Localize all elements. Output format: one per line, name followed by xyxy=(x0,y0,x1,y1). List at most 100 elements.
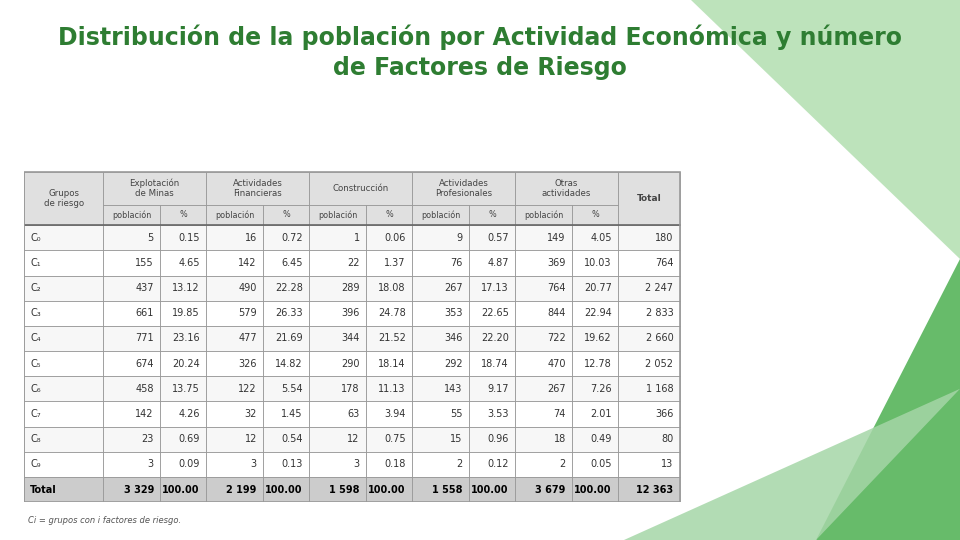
Bar xyxy=(24,452,680,477)
Bar xyxy=(206,275,263,301)
Text: 3 329: 3 329 xyxy=(124,484,154,495)
Text: Total: Total xyxy=(636,194,661,203)
Text: 3.53: 3.53 xyxy=(488,409,509,419)
Bar xyxy=(309,301,366,326)
Bar xyxy=(263,275,309,301)
Bar xyxy=(515,205,572,225)
Bar xyxy=(412,376,469,401)
Bar xyxy=(412,477,469,502)
Text: 6.45: 6.45 xyxy=(281,258,302,268)
Bar xyxy=(412,452,469,477)
Bar xyxy=(366,477,412,502)
Bar xyxy=(104,326,160,351)
Bar xyxy=(309,225,366,251)
Bar xyxy=(515,452,572,477)
Bar xyxy=(104,172,206,205)
Bar xyxy=(24,351,680,376)
Text: C₂: C₂ xyxy=(31,283,41,293)
Bar xyxy=(104,251,160,275)
Text: 18.14: 18.14 xyxy=(378,359,406,369)
Text: 470: 470 xyxy=(547,359,565,369)
Text: Construcción: Construcción xyxy=(332,184,389,193)
Text: 143: 143 xyxy=(444,384,463,394)
Bar xyxy=(515,172,618,205)
Text: Actividades
Profesionales: Actividades Profesionales xyxy=(435,179,492,198)
Bar xyxy=(309,205,366,225)
Bar xyxy=(618,251,680,275)
Text: 76: 76 xyxy=(450,258,463,268)
Text: C₈: C₈ xyxy=(31,434,41,444)
Text: 12: 12 xyxy=(348,434,360,444)
Bar xyxy=(206,401,263,427)
Text: Distribución de la población por Actividad Económica y número
de Factores de Rie: Distribución de la población por Activid… xyxy=(58,24,902,79)
Text: 22.65: 22.65 xyxy=(481,308,509,318)
Text: 0.57: 0.57 xyxy=(487,233,509,243)
Text: 24.78: 24.78 xyxy=(378,308,406,318)
Bar xyxy=(572,376,618,401)
Bar xyxy=(24,225,104,251)
Bar xyxy=(572,225,618,251)
Bar xyxy=(160,477,206,502)
Text: 18.08: 18.08 xyxy=(378,283,406,293)
Text: 12.78: 12.78 xyxy=(584,359,612,369)
Bar xyxy=(515,301,572,326)
Text: 100.00: 100.00 xyxy=(265,484,302,495)
Text: 0.18: 0.18 xyxy=(384,460,406,469)
Bar xyxy=(515,326,572,351)
Bar xyxy=(572,326,618,351)
Text: 32: 32 xyxy=(245,409,257,419)
Bar xyxy=(309,172,412,205)
Text: 2 199: 2 199 xyxy=(227,484,257,495)
Bar xyxy=(366,301,412,326)
Bar xyxy=(618,301,680,326)
Text: 2: 2 xyxy=(457,460,463,469)
Bar xyxy=(412,205,469,225)
Bar xyxy=(366,326,412,351)
Bar xyxy=(24,172,104,225)
Bar xyxy=(160,376,206,401)
Text: 0.06: 0.06 xyxy=(384,233,406,243)
Bar xyxy=(263,301,309,326)
Text: C₁: C₁ xyxy=(31,258,41,268)
Bar xyxy=(24,427,680,452)
Bar xyxy=(206,326,263,351)
Text: 26.33: 26.33 xyxy=(276,308,302,318)
Bar xyxy=(618,376,680,401)
Text: C₀: C₀ xyxy=(31,233,41,243)
Text: %: % xyxy=(591,211,599,219)
Text: 142: 142 xyxy=(238,258,257,268)
Bar xyxy=(618,427,680,452)
Bar xyxy=(160,225,206,251)
Text: 4.05: 4.05 xyxy=(590,233,612,243)
Bar xyxy=(366,225,412,251)
Text: 1.45: 1.45 xyxy=(281,409,302,419)
Bar xyxy=(104,172,206,205)
Bar xyxy=(104,205,160,225)
Text: 490: 490 xyxy=(238,283,257,293)
Bar xyxy=(469,427,515,452)
Bar xyxy=(366,427,412,452)
Bar xyxy=(572,205,618,225)
Text: C₄: C₄ xyxy=(31,334,41,343)
Text: 346: 346 xyxy=(444,334,463,343)
Bar xyxy=(309,427,366,452)
Text: 19.85: 19.85 xyxy=(172,308,200,318)
Text: 0.12: 0.12 xyxy=(488,460,509,469)
Bar xyxy=(412,326,469,351)
Text: Otras
actividades: Otras actividades xyxy=(541,179,591,198)
Bar xyxy=(572,275,618,301)
Bar xyxy=(24,225,680,251)
Bar xyxy=(263,452,309,477)
Bar xyxy=(24,326,680,351)
Bar xyxy=(160,251,206,275)
Bar xyxy=(206,477,263,502)
Text: 353: 353 xyxy=(444,308,463,318)
Text: 12: 12 xyxy=(245,434,257,444)
Bar xyxy=(24,301,680,326)
Text: 369: 369 xyxy=(547,258,565,268)
Bar xyxy=(24,301,104,326)
Text: C₆: C₆ xyxy=(31,384,41,394)
Bar xyxy=(469,401,515,427)
Bar xyxy=(104,351,160,376)
Text: 9: 9 xyxy=(457,233,463,243)
